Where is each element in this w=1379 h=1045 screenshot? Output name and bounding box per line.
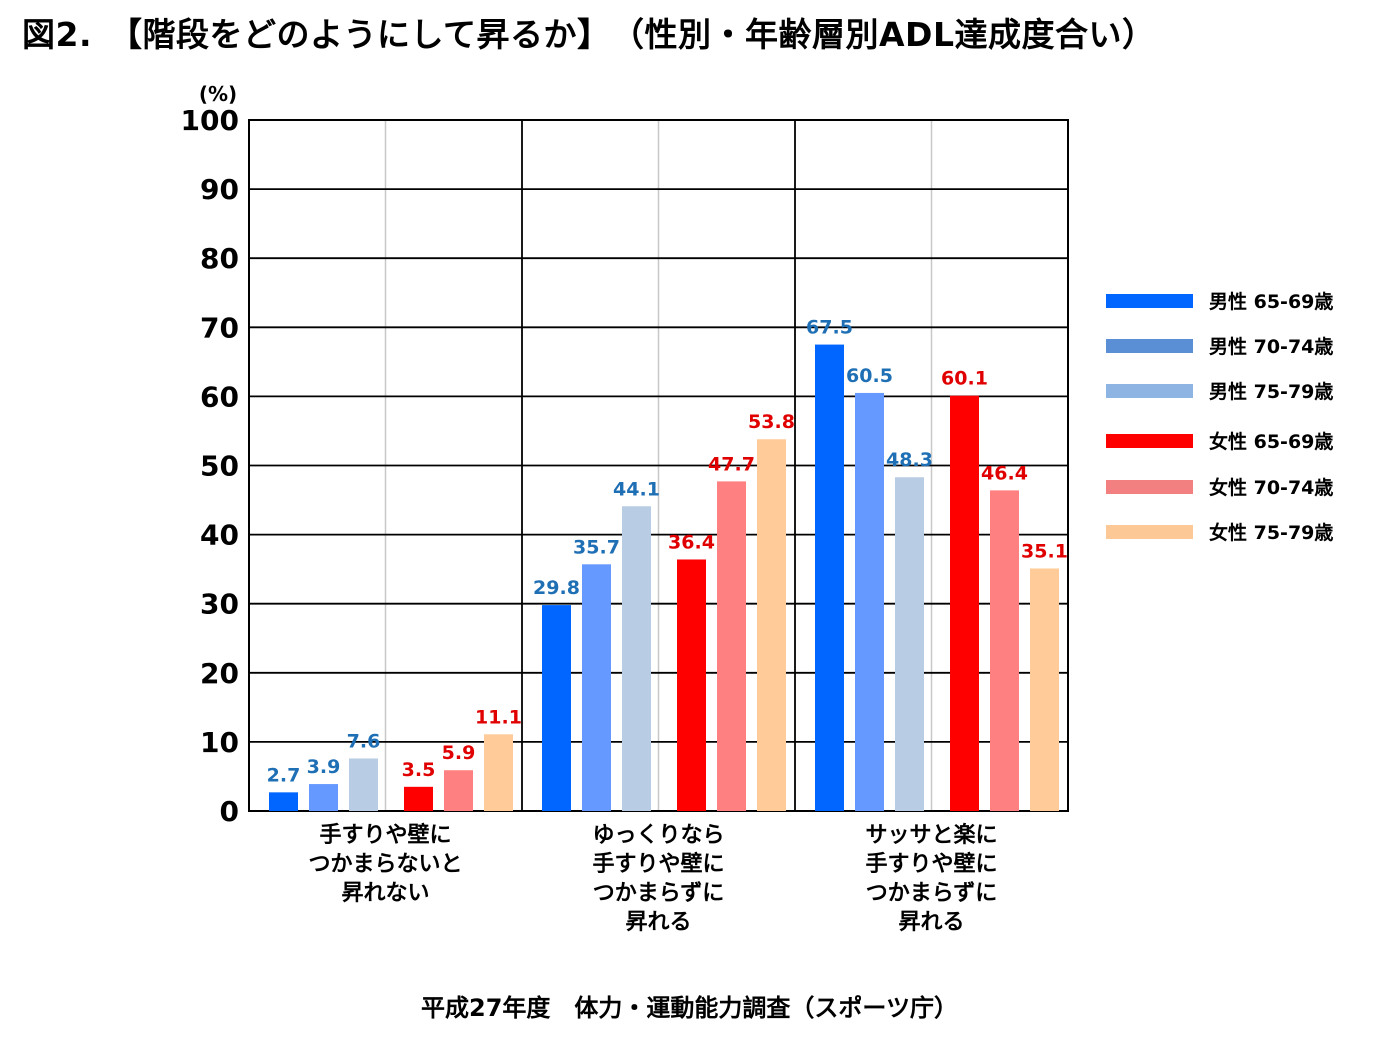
bar-value-label: 46.4 — [981, 462, 1028, 484]
y-tick-label: 80 — [200, 242, 239, 275]
legend-item: 男性 65-69歳 — [1106, 290, 1333, 313]
bar-value-label: 11.1 — [475, 706, 522, 728]
x-axis: 手すりや壁につかまらないと昇れない ゆっくりなら手すりや壁につかまらずに昇れる サッ… — [308, 822, 997, 935]
chart-source: 平成27年度 体力・運動能力調査（スポーツ庁） — [421, 994, 958, 1022]
legend-item: 男性 75-79歳 — [1106, 380, 1333, 403]
bar — [582, 564, 611, 811]
y-unit-label: (%) — [199, 82, 237, 106]
legend-item: 女性 70-74歳 — [1106, 476, 1333, 499]
bar — [542, 605, 571, 811]
bar — [404, 786, 433, 811]
bar-value-label: 36.4 — [668, 531, 715, 553]
legend-label: 男性 75-79歳 — [1209, 380, 1333, 403]
plot-border — [248, 119, 1069, 812]
bar — [484, 734, 513, 811]
bar — [309, 784, 338, 811]
x-category-label: サッサと楽に手すりや壁につかまらずに昇れる — [865, 822, 997, 935]
bars — [269, 344, 1059, 811]
bar-value-label: 2.7 — [267, 764, 301, 786]
y-tick-label: 20 — [200, 657, 239, 690]
bar — [677, 559, 706, 811]
bar-value-label: 53.8 — [748, 411, 795, 433]
legend-label: 女性 70-74歳 — [1209, 476, 1333, 499]
bar — [622, 506, 651, 811]
data-labels: 2.7 29.8 67.5 3.9 35.7 60.5 7.6 44.1 48.3 3.5 36.4… — [267, 317, 1068, 787]
y-tick-label: 100 — [181, 104, 239, 137]
legend-swatch — [1106, 339, 1193, 353]
legend-label: 男性 70-74歳 — [1209, 335, 1333, 358]
y-tick-label: 0 — [220, 795, 239, 828]
legend-swatch — [1106, 525, 1193, 539]
bar — [349, 758, 378, 811]
bar — [855, 392, 884, 811]
y-tick-label: 10 — [200, 726, 239, 759]
legend-swatch — [1106, 434, 1193, 448]
legend-label: 男性 65-69歳 — [1209, 290, 1333, 313]
legend-swatch — [1106, 294, 1193, 308]
y-tick-label: 40 — [200, 519, 239, 552]
y-axis: 0 10 20 30 40 50 60 70 80 90 100(%) — [181, 82, 239, 828]
bar-value-label: 3.5 — [402, 759, 436, 781]
legend-item: 男性 70-74歳 — [1106, 335, 1333, 358]
chart-title: 図2. 【階段をどのようにして昇るか】 （性別・年齢層別ADL達成度合い） — [22, 15, 1156, 54]
bar-value-label: 5.9 — [442, 742, 476, 764]
bar — [757, 439, 786, 811]
bar-value-label: 35.1 — [1021, 540, 1068, 562]
bar-value-label: 3.9 — [307, 756, 341, 778]
bar-value-label: 7.6 — [347, 730, 381, 752]
legend-label: 女性 65-69歳 — [1209, 430, 1333, 453]
legend-label: 女性 75-79歳 — [1209, 521, 1333, 544]
legend-item: 女性 75-79歳 — [1106, 521, 1333, 544]
bar-value-label: 47.7 — [708, 453, 755, 475]
bar — [990, 490, 1019, 811]
bar — [717, 481, 746, 811]
bar — [1030, 568, 1059, 811]
bar — [895, 477, 924, 811]
bar — [444, 770, 473, 811]
x-category-label: 手すりや壁につかまらないと昇れない — [308, 822, 462, 906]
legend-swatch — [1106, 480, 1193, 494]
bar — [269, 792, 298, 811]
y-tick-label: 30 — [200, 588, 239, 621]
y-tick-label: 60 — [200, 380, 239, 413]
bar — [815, 344, 844, 811]
bar-value-label: 60.5 — [846, 365, 893, 387]
y-tick-label: 50 — [200, 450, 239, 483]
x-category-label: ゆっくりなら手すりや壁につかまらずに昇れる — [592, 823, 724, 935]
y-tick-label: 70 — [200, 311, 239, 344]
bar-value-label: 44.1 — [613, 478, 660, 500]
bar-value-label: 60.1 — [941, 368, 988, 390]
legend-swatch — [1106, 384, 1193, 398]
bar-value-label: 29.8 — [533, 577, 580, 599]
gridlines — [248, 119, 1069, 812]
legend-item: 女性 65-69歳 — [1106, 430, 1333, 453]
bar-value-label: 67.5 — [806, 317, 853, 339]
bar — [950, 395, 979, 811]
bar-value-label: 35.7 — [573, 536, 620, 558]
bar-value-label: 48.3 — [886, 449, 933, 471]
y-tick-label: 90 — [200, 173, 239, 206]
